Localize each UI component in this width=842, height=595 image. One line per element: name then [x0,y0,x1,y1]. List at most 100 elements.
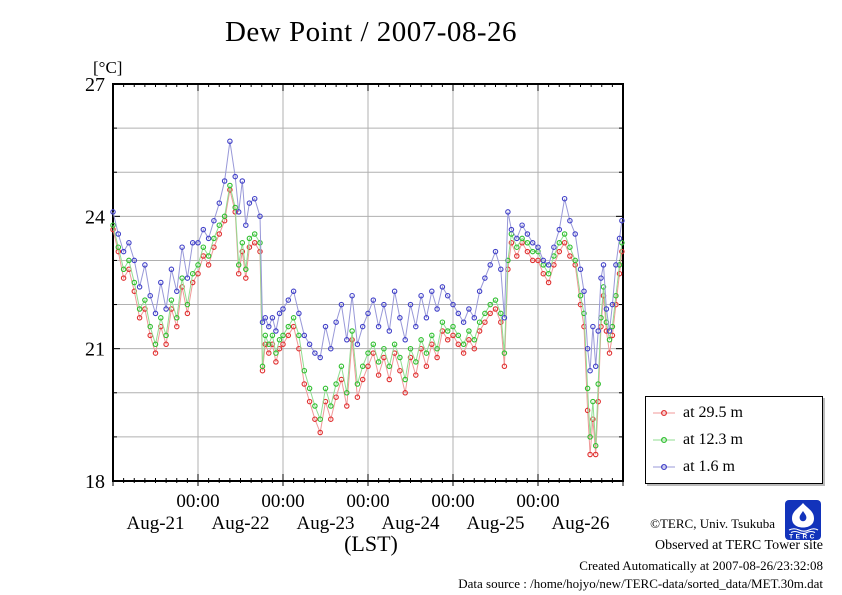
data-point [466,328,472,334]
data-point [439,284,446,290]
data-point [301,332,308,339]
data-point [584,407,591,414]
data-point [598,275,604,281]
data-point [280,341,286,348]
data-point [551,244,557,250]
data-point [328,416,334,422]
data-point [581,310,587,317]
data-point [439,319,446,325]
data-point [312,350,318,356]
data-point [600,262,607,268]
data-point [556,226,563,233]
data-point [567,244,573,250]
day-label: Aug-24 [381,513,440,534]
data-point [535,244,541,250]
data-point [450,332,456,339]
data-point [524,240,531,246]
data-point [413,323,419,330]
data-point [545,279,552,286]
data-point [280,306,286,312]
data-point [592,442,599,449]
data-point [195,262,201,268]
data-point [317,429,323,436]
grid-lines [113,84,623,481]
y-tick-label: 27 [85,74,105,96]
data-point [508,240,515,246]
legend-item-label: at 1.6 m [683,458,735,476]
data-point [590,398,596,405]
data-point [434,306,440,312]
data-point [200,244,207,250]
data-point [243,266,249,273]
data-point [317,354,323,361]
data-point [616,235,623,242]
data-point [285,332,292,339]
data-point [221,213,228,220]
day-labels: Aug-21 Aug-22 Aug-23 Aug-24 Aug-25 Aug-26 [126,513,609,534]
data-point [205,235,212,242]
data-point [239,248,246,255]
data-point [301,367,308,374]
legend-marker-icon [653,409,675,416]
data-point [482,310,488,317]
data-point [429,288,435,295]
data-point [572,257,578,264]
data-point [211,235,217,242]
data-point [273,328,279,334]
data-point [333,319,339,325]
data-point [246,244,253,250]
y-tick-label: 21 [85,339,105,361]
data-point [505,209,511,215]
data-point [514,253,520,259]
data-point [501,363,508,370]
data-point [232,204,238,211]
data-point [572,231,578,237]
data-point [584,345,591,352]
data-point [455,341,462,348]
data-point [498,319,504,325]
data-point [407,301,414,308]
data-point [501,315,508,321]
data-point [381,301,387,308]
y-tick-label: 18 [85,471,105,493]
data-point [216,222,223,228]
data-point [524,248,531,255]
data-point [413,372,419,378]
data-point [561,240,568,246]
data-point [492,306,499,312]
data-point [487,301,493,308]
data-point [257,240,263,246]
data-point [529,248,536,255]
data-point [482,319,488,325]
data-point [243,222,249,228]
data-point [126,257,132,264]
x-tick-label-midnight: 00:00 [261,491,304,512]
data-source-text: Data source : /home/hojyo/new/TERC-data/… [458,576,823,591]
legend-item: at 12.3 m [646,427,822,453]
data-point [312,416,318,422]
data-point [349,328,355,334]
data-point [344,337,350,343]
data-point [418,337,424,343]
data-point [163,332,169,339]
data-point [619,217,625,224]
data-point [460,341,467,348]
day-label: Aug-23 [296,513,354,534]
legend: at 29.5 m at 12.3 m at 1.6 m [645,396,823,484]
data-point [184,310,191,317]
data-point [391,341,398,348]
data-point [587,367,593,374]
data-point [402,390,408,396]
data-point [460,319,467,325]
data-point [262,341,269,348]
data-point [349,292,355,299]
data-point [344,390,350,396]
data-point [115,231,122,237]
data-point [333,394,339,400]
data-point [251,231,258,237]
data-point [221,178,228,184]
data-point [285,323,292,330]
data-point [476,288,483,295]
data-point [195,240,201,246]
